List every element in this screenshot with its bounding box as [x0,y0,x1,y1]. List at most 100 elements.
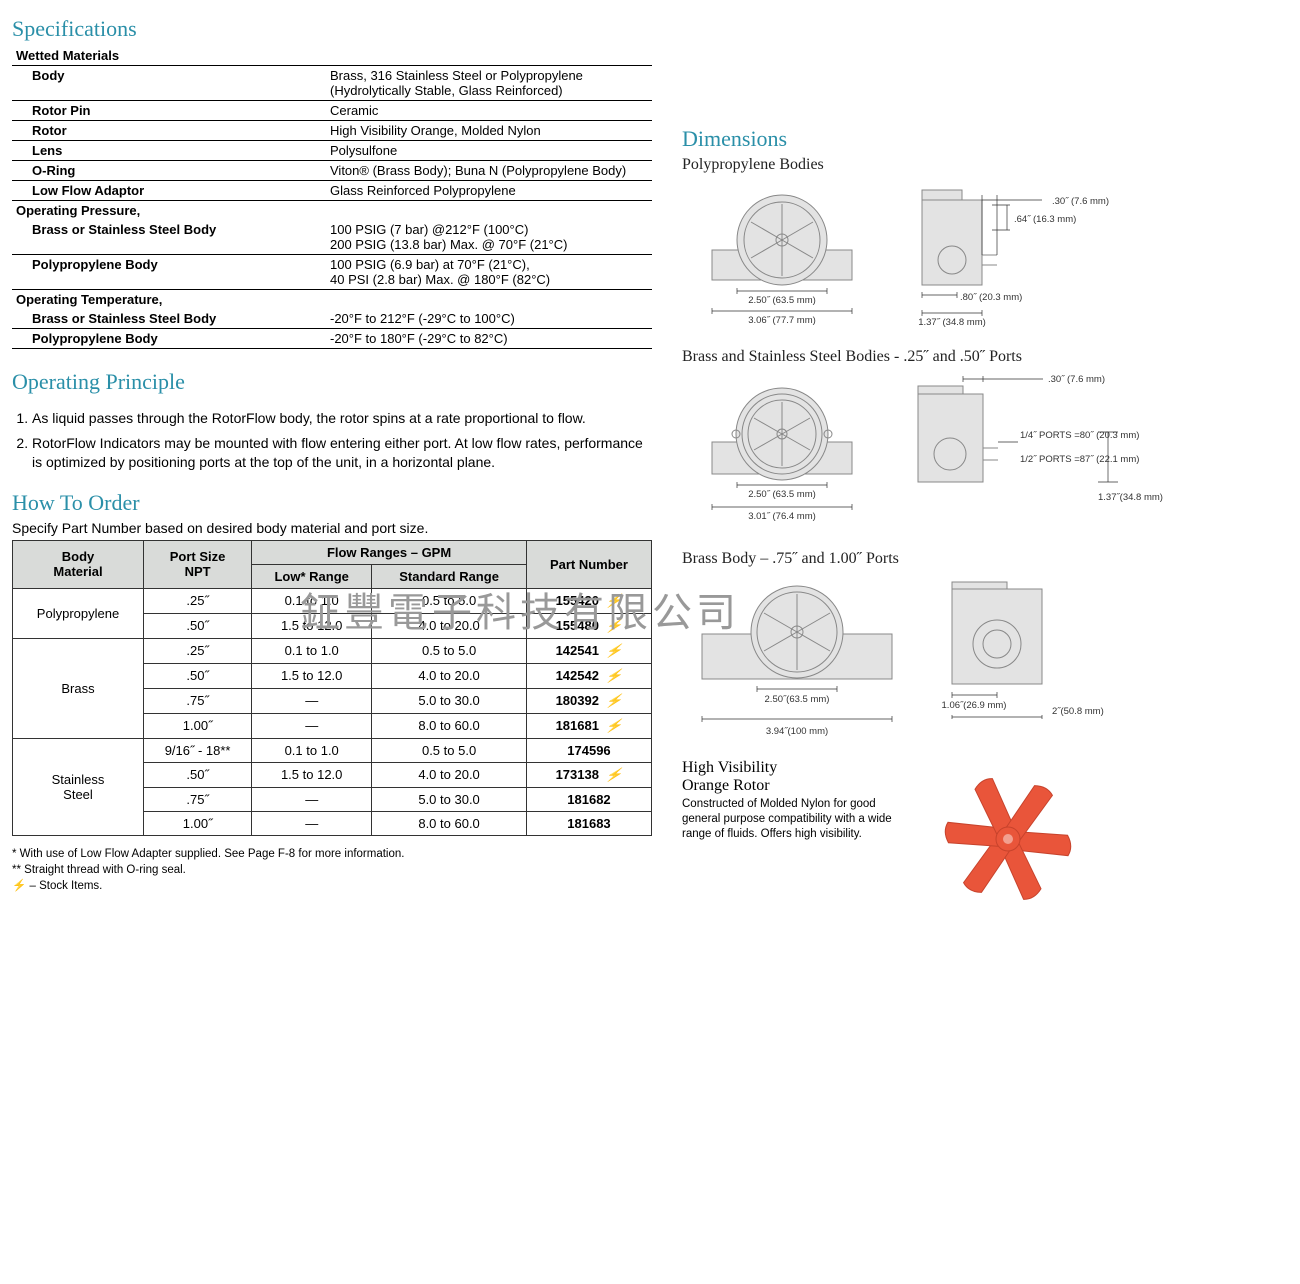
spec-label: Low Flow Adaptor [12,181,326,201]
spec-value: Ceramic [326,101,652,121]
order-pn: 142542 ⚡ [526,663,651,688]
specs-title: Specifications [12,16,652,42]
spec-label: Rotor Pin [12,101,326,121]
order-cell: .50˝ [144,663,252,688]
poly-front-svg: 2.50˝ (63.5 mm) 3.06˝ (77.7 mm) [682,180,882,330]
dim-brass-ss: Brass and Stainless Steel Bodies - .25˝ … [682,348,1172,532]
order-cell: 5.0 to 30.0 [372,787,527,811]
th-port: Port SizeNPT [144,540,252,588]
dim-poly-title: Polypropylene Bodies [682,156,1172,174]
order-cell: 1.5 to 12.0 [252,762,372,787]
spec-label: Rotor [12,121,326,141]
order-cell: 8.0 to 60.0 [372,811,527,835]
order-cell: 0.5 to 5.0 [372,738,527,762]
th-pn: Part Number [526,540,651,588]
th-body: BodyMaterial [13,540,144,588]
svg-text:1.06˝(26.9 mm): 1.06˝(26.9 mm) [942,700,1007,711]
svg-text:3.01˝ (76.4 mm): 3.01˝ (76.4 mm) [748,511,816,522]
right-column: Dimensions Polypropylene Bodies 2.50˝ ( [682,12,1172,919]
order-pn: 173138 ⚡ [526,762,651,787]
order-cell: .75˝ [144,688,252,713]
svg-text:1.37˝ (34.8 mm): 1.37˝ (34.8 mm) [918,317,986,328]
op-temp-header: Operating Temperature, [12,290,652,310]
spec-label: Polypropylene Body [12,329,326,349]
th-std: Standard Range [372,564,527,588]
dim-brassss-title: Brass and Stainless Steel Bodies - .25˝ … [682,348,1172,366]
brasslg-front-svg: 2.50˝(63.5 mm) 3.94˝(100 mm) [682,574,912,739]
order-table: BodyMaterial Port SizeNPT Flow Ranges – … [12,540,652,836]
order-pn: 174596 [526,738,651,762]
order-material: Brass [13,638,144,738]
order-cell: — [252,688,372,713]
svg-text:.80˝ (20.3 mm): .80˝ (20.3 mm) [960,292,1022,303]
order-pn: 155480 ⚡ [526,613,651,638]
order-cell: .75˝ [144,787,252,811]
order-cell: 0.5 to 5.0 [372,588,527,613]
svg-text:2.50˝(63.5 mm): 2.50˝(63.5 mm) [765,694,830,705]
order-cell: 9/16˝ - 18** [144,738,252,762]
brasslg-side-svg: 1.06˝(26.9 mm) 2˝(50.8 mm) [932,574,1132,739]
order-cell: — [252,811,372,835]
specs-table: Wetted Materials BodyBrass, 316 Stainles… [12,46,652,349]
order-cell: — [252,713,372,738]
principle-item: RotorFlow Indicators may be mounted with… [32,434,652,472]
svg-text:3.06˝ (77.7 mm): 3.06˝ (77.7 mm) [748,315,816,326]
svg-text:1.37˝(34.8 mm): 1.37˝(34.8 mm) [1098,492,1163,503]
spec-label: Lens [12,141,326,161]
principle-item: As liquid passes through the RotorFlow b… [32,409,652,428]
footnotes: * With use of Low Flow Adapter supplied.… [12,846,652,894]
spec-label: O-Ring [12,161,326,181]
svg-text:1/4˝ PORTS =80˝ (20.3 mm): 1/4˝ PORTS =80˝ (20.3 mm) [1020,430,1139,441]
order-cell: 8.0 to 60.0 [372,713,527,738]
th-flow: Flow Ranges – GPM [252,540,527,564]
dim-brasslg-title: Brass Body – .75˝ and 1.00˝ Ports [682,550,1172,568]
svg-text:3.94˝(100 mm): 3.94˝(100 mm) [766,726,828,737]
order-material: StainlessSteel [13,738,144,835]
order-cell: 0.1 to 1.0 [252,588,372,613]
spec-value: Brass, 316 Stainless Steel or Polypropyl… [326,66,652,101]
principle-list: As liquid passes through the RotorFlow b… [12,409,652,472]
order-cell: 4.0 to 20.0 [372,762,527,787]
svg-text:2.50˝ (63.5 mm): 2.50˝ (63.5 mm) [748,489,816,500]
th-low: Low* Range [252,564,372,588]
svg-text:2.50˝ (63.5 mm): 2.50˝ (63.5 mm) [748,295,816,306]
spec-label: Polypropylene Body [12,255,326,290]
brassss-front-svg: 2.50˝ (63.5 mm) 3.01˝ (76.4 mm) [682,372,878,527]
order-cell: 1.00˝ [144,713,252,738]
order-cell: 4.0 to 20.0 [372,663,527,688]
left-column: Specifications Wetted Materials BodyBras… [12,12,652,919]
dim-brass-large: Brass Body – .75˝ and 1.00˝ Ports 2.50˝(… [682,550,1172,739]
rotor-svg [928,759,1088,919]
spec-label: Body [12,66,326,101]
dim-title: Dimensions [682,126,1172,152]
svg-text:.64˝ (16.3 mm): .64˝ (16.3 mm) [1014,214,1076,225]
order-cell: .50˝ [144,762,252,787]
rotor-title: High VisibilityOrange Rotor [682,759,912,795]
order-material: Polypropylene [13,588,144,638]
footnote: ⚡ – Stock Items. [12,878,652,894]
order-pn: 181683 [526,811,651,835]
order-cell: 0.5 to 5.0 [372,638,527,663]
rotor-desc: Constructed of Molded Nylon for good gen… [682,797,912,842]
spec-value: High Visibility Orange, Molded Nylon [326,121,652,141]
order-cell: 4.0 to 20.0 [372,613,527,638]
spec-value: 100 PSIG (6.9 bar) at 70°F (21°C),40 PSI… [326,255,652,290]
svg-text:1/2˝ PORTS =87˝ (22.1 mm): 1/2˝ PORTS =87˝ (22.1 mm) [1020,454,1139,465]
order-cell: .50˝ [144,613,252,638]
order-cell: 1.00˝ [144,811,252,835]
order-intro: Specify Part Number based on desired bod… [12,520,652,536]
order-pn: 181681 ⚡ [526,713,651,738]
order-cell: .25˝ [144,588,252,613]
spec-value: -20°F to 212°F (-29°C to 100°C) [326,309,652,329]
wetted-header: Wetted Materials [12,46,652,66]
poly-side-svg: .64˝ (16.3 mm) .80˝ (20.3 mm) 1.37˝ (34.… [902,180,1162,330]
spec-label: Brass or Stainless Steel Body [12,220,326,255]
spec-value: 100 PSIG (7 bar) @212°F (100°C)200 PSIG … [326,220,652,255]
spec-label: Brass or Stainless Steel Body [12,309,326,329]
order-cell: 1.5 to 12.0 [252,613,372,638]
order-pn: 181682 [526,787,651,811]
svg-text:2˝(50.8 mm): 2˝(50.8 mm) [1052,706,1104,717]
order-cell: 5.0 to 30.0 [372,688,527,713]
dim-poly: Polypropylene Bodies 2.50˝ (63.5 mm) [682,156,1172,330]
order-cell: — [252,787,372,811]
